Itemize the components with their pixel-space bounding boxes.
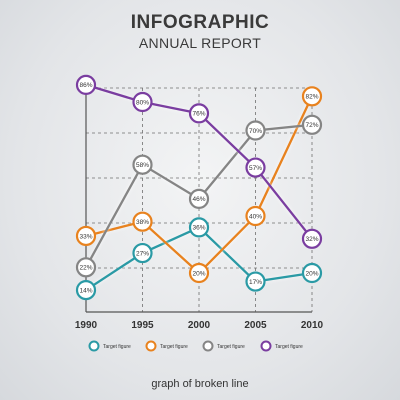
data-label: 80% [136, 99, 149, 106]
data-point-marker [75, 225, 97, 247]
data-label: 58% [136, 162, 149, 169]
data-point: 27% [132, 242, 153, 264]
x-tick-label: 1995 [131, 320, 154, 331]
legend-marker [260, 340, 272, 352]
data-point-marker [75, 280, 97, 301]
data-label: 17% [249, 279, 262, 286]
data-point: 76% [188, 103, 210, 124]
legend-label: Target figure [160, 344, 188, 350]
data-point-marker [245, 271, 266, 292]
data-point: 20% [188, 262, 210, 284]
data-point: 17% [245, 271, 266, 292]
data-label: 70% [249, 128, 262, 135]
data-point-marker [132, 91, 153, 113]
data-point-marker [188, 217, 210, 238]
data-point-marker [132, 211, 153, 232]
legend-marker [202, 340, 214, 352]
data-point: 14% [75, 280, 97, 301]
data-label: 82% [305, 94, 318, 101]
data-point: 32% [301, 228, 323, 249]
chart-caption: graph of broken line [151, 378, 249, 390]
data-label: 20% [305, 270, 318, 277]
data-point: 82% [301, 86, 323, 107]
x-tick-label: 2000 [188, 320, 211, 331]
data-label: 33% [79, 233, 92, 240]
data-label: 36% [192, 225, 205, 232]
legend-item: Target figure [88, 340, 131, 352]
legend-marker [88, 340, 100, 352]
data-point-marker [245, 120, 266, 141]
data-point-marker [245, 205, 266, 227]
data-point: 40% [245, 205, 266, 227]
legend-item: Target figure [145, 340, 188, 352]
data-label: 86% [79, 82, 92, 89]
data-label: 14% [79, 287, 92, 294]
data-label: 40% [249, 213, 262, 220]
legend-item: Target figure [202, 340, 245, 352]
data-point-marker [132, 154, 153, 175]
data-point: 33% [75, 225, 97, 247]
data-label: 46% [192, 196, 205, 203]
page-subtitle: ANNUAL REPORT [138, 35, 262, 51]
x-tick-label: 2010 [301, 320, 324, 331]
legend-marker [145, 340, 157, 352]
legend-label: Target figure [217, 344, 245, 350]
data-point: 38% [132, 211, 153, 232]
legend-label: Target figure [103, 344, 131, 350]
data-point-marker [245, 157, 266, 178]
data-point: 22% [75, 257, 97, 278]
data-label: 32% [305, 236, 318, 243]
data-point: 80% [132, 91, 153, 113]
data-point: 86% [75, 74, 97, 96]
data-label: 76% [192, 111, 205, 118]
data-point-marker [301, 228, 323, 249]
data-point-marker [132, 242, 153, 264]
data-label: 72% [305, 122, 318, 129]
legend-item: Target figure [260, 340, 303, 352]
data-point-marker [188, 103, 210, 124]
data-point-marker [75, 257, 97, 278]
x-tick-label: 2005 [244, 320, 267, 331]
legend-label: Target figure [275, 344, 303, 350]
data-point-marker [188, 188, 210, 209]
data-point-marker [301, 86, 323, 107]
data-point: 20% [301, 262, 323, 284]
data-point-marker [188, 262, 210, 284]
data-point: 58% [132, 154, 153, 175]
page-title: INFOGRAPHIC [130, 12, 270, 33]
data-point: 36% [188, 217, 210, 238]
data-label: 22% [79, 265, 92, 272]
data-point: 72% [301, 114, 323, 135]
data-point: 46% [188, 188, 210, 209]
data-point-marker [301, 114, 323, 135]
data-point: 70% [245, 120, 266, 141]
data-label: 27% [136, 250, 149, 257]
data-point-marker [301, 262, 323, 284]
data-label: 38% [136, 219, 149, 226]
data-point: 57% [245, 157, 266, 178]
x-tick-label: 1990 [75, 320, 98, 331]
data-point-marker [75, 74, 97, 96]
data-label: 57% [249, 165, 262, 172]
data-label: 20% [192, 270, 205, 277]
